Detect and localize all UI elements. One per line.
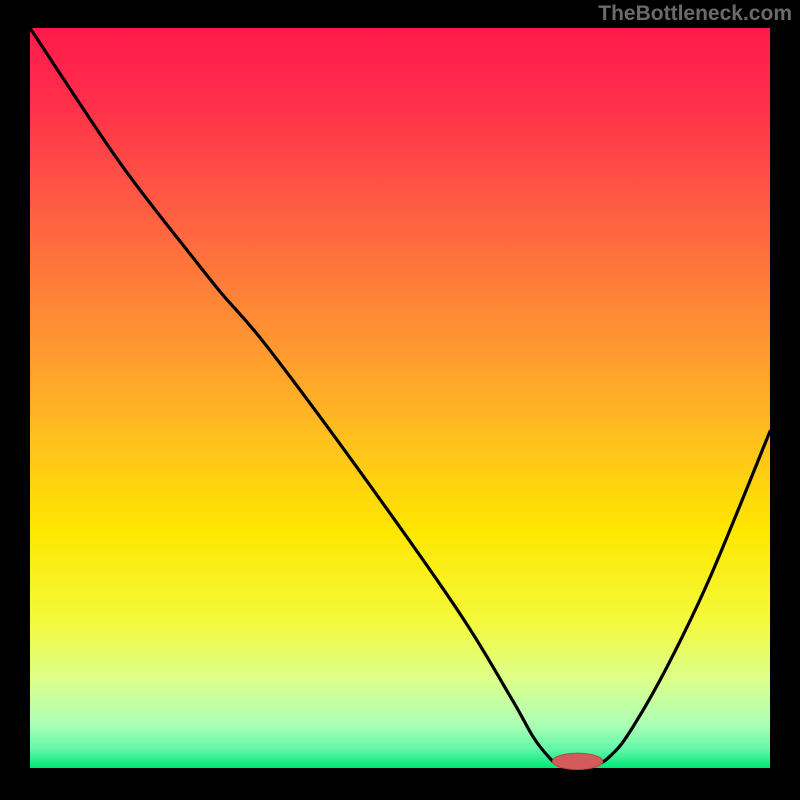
chart-container: { "watermark": { "text": "TheBottleneck.… xyxy=(0,0,800,800)
chart-background xyxy=(30,28,770,768)
bottleneck-chart xyxy=(0,0,800,800)
watermark-text: TheBottleneck.com xyxy=(598,2,792,26)
optimal-marker xyxy=(552,753,602,769)
